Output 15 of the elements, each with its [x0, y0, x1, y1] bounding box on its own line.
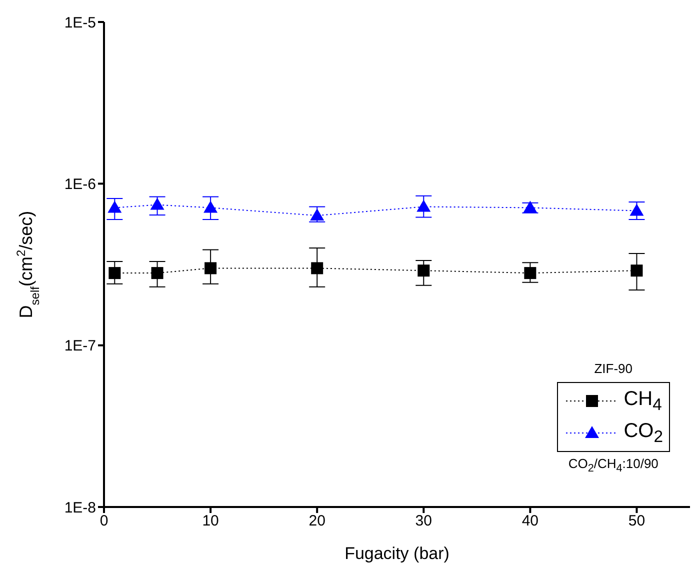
y-tick-label: 1E-6 — [64, 176, 96, 193]
y-tick-label: 1E-8 — [64, 499, 96, 516]
legend-label: CO$_{2}$ — [624, 420, 663, 447]
x-tick-label: 20 — [308, 512, 326, 530]
y-tick-label: 1E-7 — [64, 338, 96, 355]
x-tick-label: 0 — [100, 512, 108, 530]
legend-label: CH$_{4}$ — [624, 388, 662, 415]
legend-title: ZIF-90 — [593, 361, 634, 376]
annotation: CO$_{2}$/CH$_{4}$:10/90 — [567, 456, 660, 475]
x-tick-label: 30 — [415, 512, 432, 530]
x-tick-label: 50 — [628, 512, 646, 530]
x-tick-label: 10 — [202, 512, 219, 530]
y-tick-label: 1E-5 — [64, 14, 96, 32]
x-axis-title: Fugacity (bar) — [344, 544, 450, 563]
x-tick-label: 40 — [522, 512, 539, 530]
